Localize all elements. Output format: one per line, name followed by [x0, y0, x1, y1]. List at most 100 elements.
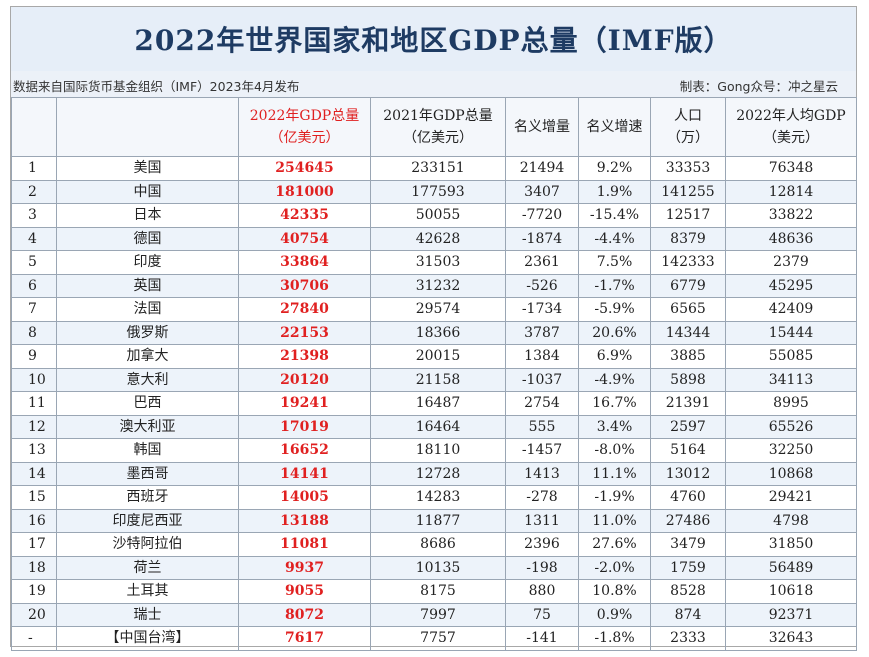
- gdp-2022-cell: 9055: [238, 579, 371, 604]
- country-name-cell: 【中国台湾】: [56, 626, 239, 651]
- per-capita-gdp-cell: 2379: [725, 250, 857, 275]
- country-name-cell: 瑞士: [56, 602, 239, 627]
- nominal-growth-cell: 9.2%: [578, 156, 651, 181]
- population-cell: 27486: [650, 508, 726, 533]
- header-unit: （美元）: [763, 130, 819, 146]
- per-capita-gdp-cell: 33822: [725, 203, 857, 228]
- gdp-2021-cell: 7757: [370, 626, 506, 651]
- nominal-increase-cell: -1874: [505, 226, 579, 251]
- population-cell: 8379: [650, 226, 726, 251]
- gdp-2022-cell: 40754: [238, 226, 371, 251]
- nominal-growth-cell: -2.0%: [578, 555, 651, 580]
- country-name-cell: 英国: [56, 273, 239, 298]
- gdp-2021-cell: 31503: [370, 250, 506, 275]
- per-capita-gdp-cell: 48636: [725, 226, 857, 251]
- gdp-2021-cell: 42628: [370, 226, 506, 251]
- gdp-2022-cell: 22153: [238, 320, 371, 345]
- header-label: 人口: [674, 108, 702, 124]
- header-label: 名义增速: [586, 119, 643, 135]
- country-name-cell: 俄罗斯: [56, 320, 239, 345]
- population-cell: 142333: [650, 250, 726, 275]
- nominal-increase-cell: -1037: [505, 367, 579, 392]
- gdp-2021-cell: 16464: [370, 414, 506, 439]
- table-row: 12 澳大利亚 17019 16464 555 3.4% 2597 65526: [11, 414, 857, 439]
- per-capita-gdp-cell: 10868: [725, 461, 857, 486]
- gdp-2022-cell: 8072: [238, 602, 371, 627]
- credit-text: 制表：Gong众号：冲之星云: [679, 79, 838, 94]
- rank-cell: 14: [11, 461, 57, 486]
- country-name-cell: 韩国: [56, 438, 239, 463]
- nominal-increase-cell: -141: [505, 626, 579, 651]
- rank-cell: 7: [11, 297, 57, 322]
- header-rank: [11, 97, 57, 157]
- per-capita-gdp-cell: 15444: [725, 320, 857, 345]
- per-capita-gdp-cell: 4798: [725, 508, 857, 533]
- table-row: 8 俄罗斯 22153 18366 3787 20.6% 14344 15444: [11, 320, 857, 345]
- header-per-capita: 2022年人均GDP （美元）: [725, 97, 857, 157]
- gdp-2021-cell: 50055: [370, 203, 506, 228]
- gdp-2021-cell: 31232: [370, 273, 506, 298]
- header-gdp2022: 2022年GDP总量 （亿美元）: [238, 97, 371, 157]
- nominal-growth-cell: -4.9%: [578, 367, 651, 392]
- population-cell: 6779: [650, 273, 726, 298]
- rank-cell: 19: [11, 579, 57, 604]
- nominal-growth-cell: 1.9%: [578, 179, 651, 204]
- table-row: 20 瑞士 8072 7997 75 0.9% 874 92371: [11, 602, 857, 627]
- table-row: 16 印度尼西亚 13188 11877 1311 11.0% 27486 4798: [11, 508, 857, 533]
- nominal-increase-cell: 555: [505, 414, 579, 439]
- table-row: 18 荷兰 9937 10135 -198 -2.0% 1759 56489: [11, 555, 857, 580]
- population-cell: 2333: [650, 626, 726, 651]
- population-cell: 8528: [650, 579, 726, 604]
- nominal-increase-cell: -198: [505, 555, 579, 580]
- table-row: 11 巴西 19241 16487 2754 16.7% 21391 8995: [11, 391, 857, 416]
- nominal-increase-cell: 1384: [505, 344, 579, 369]
- page-title: 2022年世界国家和地区GDP总量（IMF版）: [11, 7, 856, 72]
- gdp-2021-cell: 177593: [370, 179, 506, 204]
- rank-cell: 16: [11, 508, 57, 533]
- nominal-growth-cell: -1.8%: [578, 626, 651, 651]
- nominal-increase-cell: 2396: [505, 532, 579, 557]
- population-cell: 6565: [650, 297, 726, 322]
- per-capita-gdp-cell: 65526: [725, 414, 857, 439]
- table-row: 4 德国 40754 42628 -1874 -4.4% 8379 48636: [11, 226, 857, 251]
- gdp-2022-cell: 30706: [238, 273, 371, 298]
- gdp-2022-cell: 19241: [238, 391, 371, 416]
- country-name-cell: 土耳其: [56, 579, 239, 604]
- header-label: 名义增量: [514, 119, 570, 135]
- per-capita-gdp-cell: 31850: [725, 532, 857, 557]
- country-name-cell: 意大利: [56, 367, 239, 392]
- header-increase: 名义增量: [505, 97, 579, 157]
- nominal-increase-cell: 1413: [505, 461, 579, 486]
- rank-cell: 13: [11, 438, 57, 463]
- country-name-cell: 印度: [56, 250, 239, 275]
- nominal-increase-cell: 3407: [505, 179, 579, 204]
- table-row: 2 中国 181000 177593 3407 1.9% 141255 12814: [11, 179, 857, 204]
- country-name-cell: 中国: [56, 179, 239, 204]
- country-name-cell: 德国: [56, 226, 239, 251]
- gdp-2022-cell: 27840: [238, 297, 371, 322]
- table-row: - 【中国台湾】 7617 7757 -141 -1.8% 2333 32643: [11, 626, 857, 651]
- header-growth: 名义增速: [578, 97, 651, 157]
- nominal-increase-cell: -1457: [505, 438, 579, 463]
- header-label: 2022年人均GDP: [736, 108, 846, 124]
- header-unit: （亿美元）: [269, 130, 340, 146]
- nominal-increase-cell: 3787: [505, 320, 579, 345]
- gdp-2021-cell: 18366: [370, 320, 506, 345]
- population-cell: 21391: [650, 391, 726, 416]
- nominal-increase-cell: 2361: [505, 250, 579, 275]
- country-name-cell: 墨西哥: [56, 461, 239, 486]
- table-body: 1 美国 254645 233151 21494 9.2% 33353 76348 2 中国 181…: [11, 156, 857, 651]
- rank-cell: 10: [11, 367, 57, 392]
- population-cell: 5164: [650, 438, 726, 463]
- per-capita-gdp-cell: 8995: [725, 391, 857, 416]
- rank-cell: 8: [11, 320, 57, 345]
- gdp-2021-cell: 16487: [370, 391, 506, 416]
- header-unit: （万）: [667, 130, 709, 146]
- per-capita-gdp-cell: 56489: [725, 555, 857, 580]
- table-row: 3 日本 42335 50055 -7720 -15.4% 12517 33822: [11, 203, 857, 228]
- gdp-2021-cell: 12728: [370, 461, 506, 486]
- nominal-growth-cell: 11.1%: [578, 461, 651, 486]
- country-name-cell: 法国: [56, 297, 239, 322]
- table-row: 14 墨西哥 14141 12728 1413 11.1% 13012 10868: [11, 461, 857, 486]
- per-capita-gdp-cell: 55085: [725, 344, 857, 369]
